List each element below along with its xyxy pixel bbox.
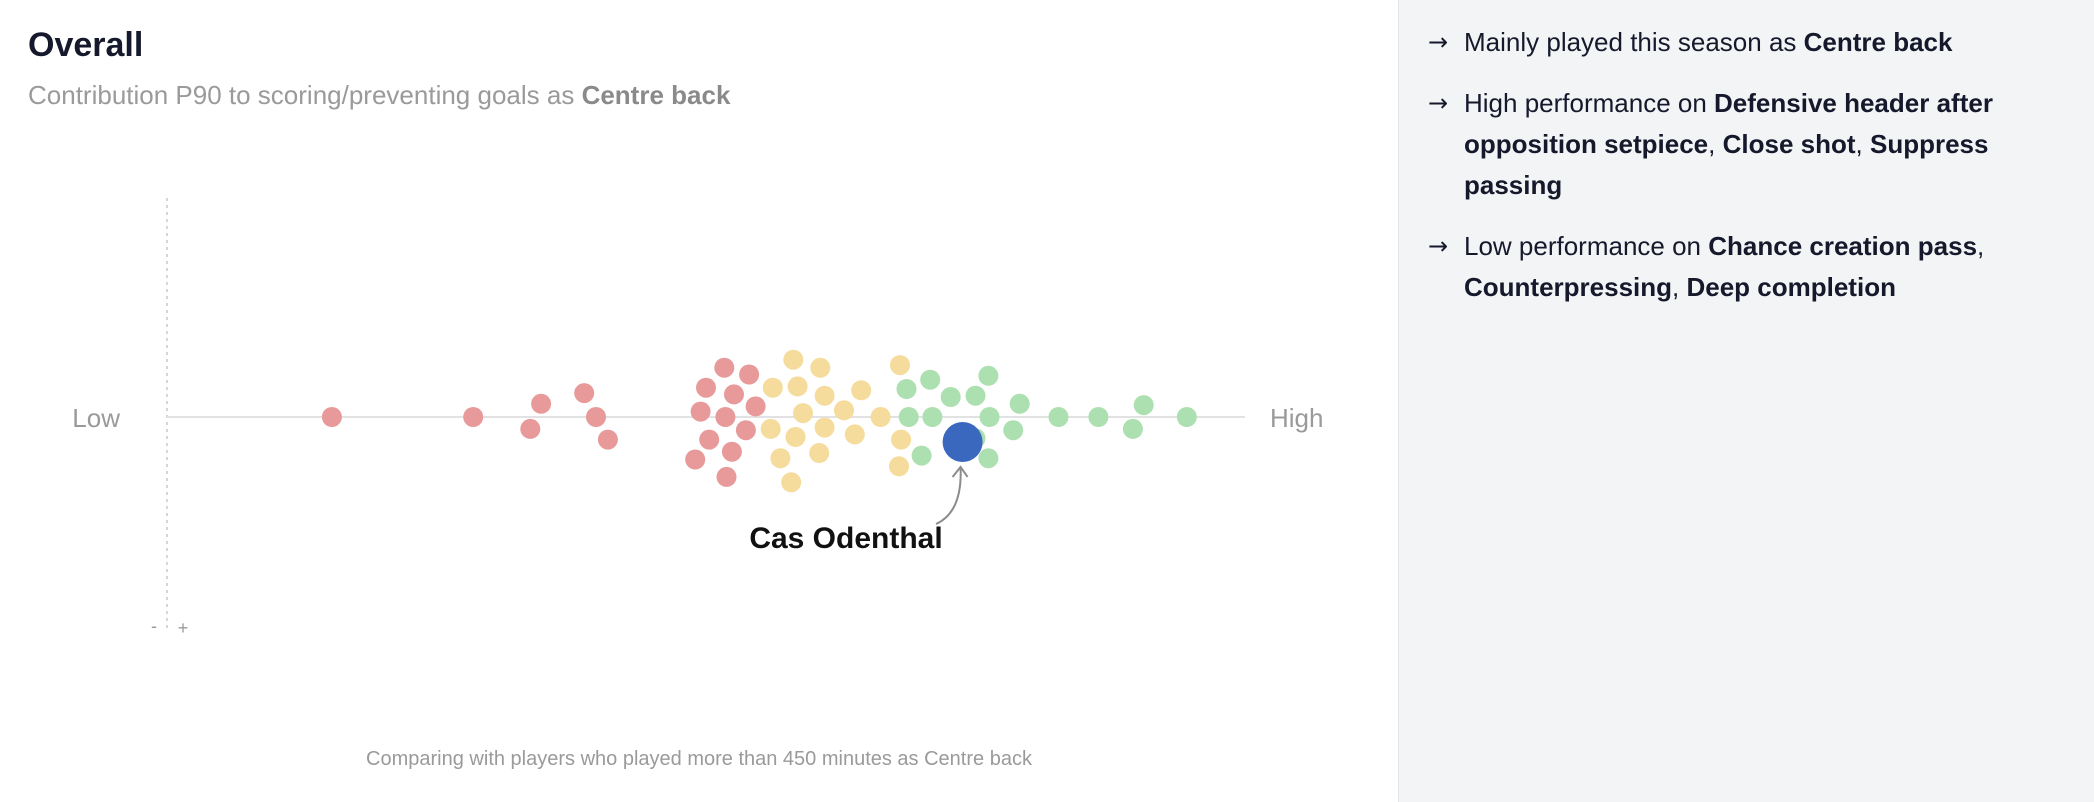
- player-point-44: [965, 385, 986, 406]
- insight-text: Mainly played this season as: [1464, 27, 1804, 57]
- player-point-31: [834, 400, 854, 421]
- x-high-label: High: [1270, 403, 1323, 433]
- insight-item-1: → Mainly played this season as Centre bac…: [1428, 22, 2028, 63]
- subtitle-position: Centre back: [581, 80, 731, 110]
- player-point-54: [1133, 395, 1154, 416]
- insight-item-3: → Low performance on Chance creation pass…: [1428, 226, 2028, 308]
- insight-text: High performance on: [1464, 88, 1715, 118]
- insight-highlight: Deep completion: [1686, 272, 1896, 302]
- player-point-49: [1003, 420, 1024, 441]
- insight-text: Low performance on: [1464, 231, 1709, 261]
- player-point-0: [321, 407, 342, 427]
- player-point-12: [715, 407, 736, 427]
- arrow-right-icon: →: [1428, 232, 1449, 260]
- player-point-7: [685, 449, 706, 470]
- subtitle-prefix: Contribution P90 to scoring/preventing g…: [28, 80, 582, 110]
- player-point-37: [889, 456, 909, 477]
- player-point-8: [690, 401, 711, 422]
- insight-highlight: Chance creation pass: [1708, 231, 1978, 261]
- insight-text: ,: [1672, 272, 1687, 302]
- insight-item-2: → High performance on Defensive header af…: [1428, 83, 2028, 206]
- y-plus-label: +: [178, 618, 189, 638]
- player-point-41: [920, 369, 941, 390]
- player-point-50: [1009, 393, 1030, 414]
- player-point-35: [890, 355, 910, 376]
- player-point-13: [716, 466, 737, 487]
- player-point-2: [520, 418, 541, 439]
- player-point-14: [721, 441, 742, 462]
- callout-arrow: [935, 466, 962, 525]
- insight-highlight: Centre back: [1803, 27, 1953, 57]
- player-point-15: [724, 384, 744, 405]
- player-point-23: [783, 349, 804, 370]
- player-point-27: [809, 443, 830, 463]
- player-point-52: [1088, 407, 1109, 427]
- arrow-right-icon: →: [1428, 28, 1449, 56]
- player-point-47: [978, 365, 999, 386]
- callout-arrowhead: [951, 465, 969, 478]
- player-point-40: [911, 445, 932, 466]
- y-minus-label: -: [151, 616, 157, 636]
- player-point-22: [781, 472, 802, 493]
- player-point-5: [586, 407, 606, 427]
- player-point-10: [699, 429, 720, 450]
- beeswarm-chart: Low High - + Cas Odenthal: [72, 198, 1323, 638]
- player-point-29: [814, 417, 835, 438]
- chart-panel: Overall Contribution P90 to scoring/prev…: [28, 26, 1324, 770]
- insights-panel: [1398, 0, 2094, 802]
- player-point-19: [760, 418, 781, 439]
- player-point-6: [597, 429, 618, 450]
- chart-subtitle: Contribution P90 to scoring/preventing g…: [28, 80, 730, 111]
- player-point-42: [922, 407, 943, 427]
- insight-text: ,: [1855, 129, 1870, 159]
- data-points: [321, 349, 1197, 493]
- player-point-16: [735, 420, 756, 441]
- player-point-3: [531, 393, 552, 414]
- player-point-34: [870, 407, 891, 427]
- player-point-4: [574, 383, 595, 404]
- insight-highlight: Defensive header after opposition setpie…: [1464, 88, 1993, 159]
- player-point-25: [787, 376, 808, 397]
- player-point-55: [1176, 407, 1197, 427]
- player-point-1: [463, 407, 484, 427]
- player-point-28: [810, 357, 831, 378]
- insight-highlight: Counterpressing: [1464, 272, 1673, 302]
- insight-highlight: Close shot: [1722, 129, 1856, 159]
- player-point-21: [770, 448, 791, 469]
- player-point-46: [979, 407, 1000, 427]
- player-point-36: [891, 429, 912, 450]
- player-point-17: [739, 364, 760, 385]
- player-point-20: [762, 377, 783, 398]
- highlight-player-point: [942, 422, 983, 462]
- chart-footnote: Comparing with players who played more t…: [366, 748, 1032, 770]
- player-point-39: [898, 407, 919, 427]
- player-point-48: [978, 448, 999, 469]
- player-point-38: [896, 379, 917, 399]
- player-point-9: [696, 377, 716, 398]
- player-point-30: [814, 385, 835, 406]
- insight-highlight: Suppress passing: [1464, 129, 1989, 200]
- chart-title: Overall: [28, 26, 144, 64]
- player-point-32: [844, 424, 865, 445]
- player-point-11: [714, 357, 735, 378]
- player-point-24: [785, 427, 806, 447]
- x-low-label: Low: [72, 403, 120, 433]
- insights-list: → Mainly played this season as Centre bac…: [1428, 22, 2028, 328]
- player-point-26: [793, 403, 813, 424]
- player-point-43: [940, 387, 961, 407]
- player-point-18: [745, 396, 766, 417]
- insight-text: ,: [1977, 231, 1985, 261]
- player-point-51: [1048, 407, 1069, 427]
- insight-text: ,: [1708, 129, 1723, 159]
- player-point-53: [1122, 418, 1143, 439]
- player-point-33: [851, 380, 872, 401]
- arrow-right-icon: →: [1428, 89, 1449, 117]
- highlight-player-label: Cas Odenthal: [749, 522, 942, 555]
